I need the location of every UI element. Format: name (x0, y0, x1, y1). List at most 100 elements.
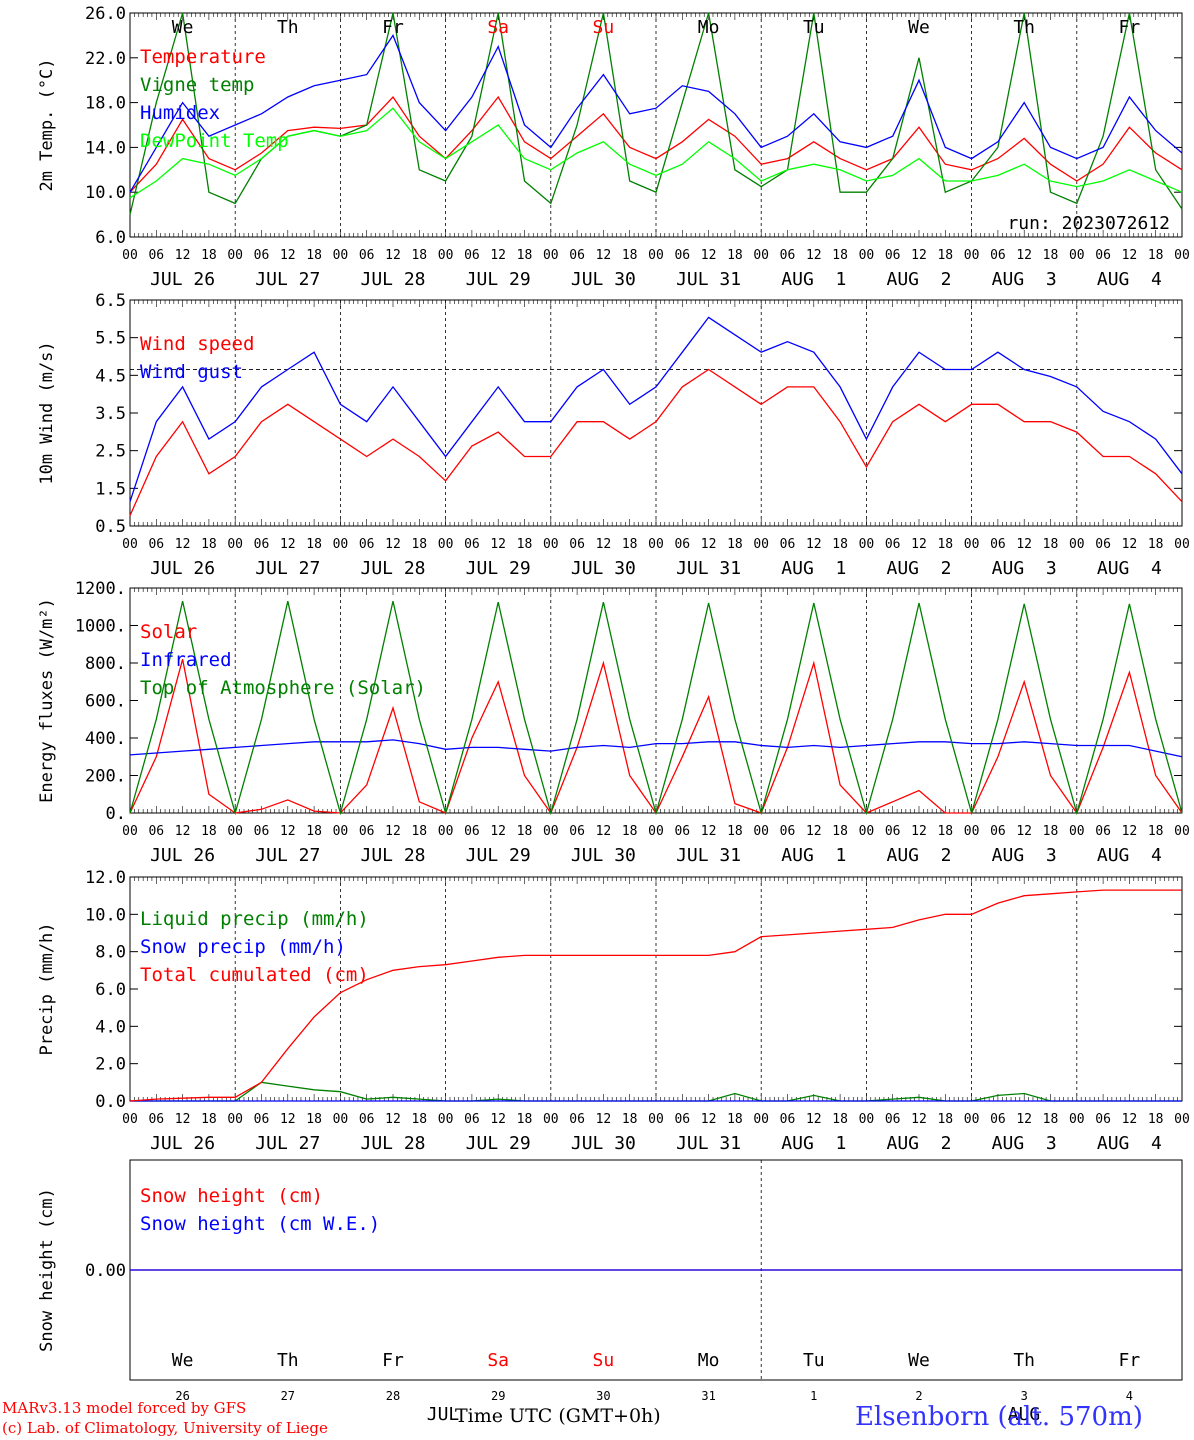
panel-1: 26.0 22.0 18.0 14.0 10.0 6.0 2m Temp. (°C) Temp… (37, 4, 1190, 290)
x-date-label: JUL 28 (360, 1133, 425, 1154)
x-hour-label: 12 (490, 824, 506, 839)
x-date-label: JUL 30 (571, 845, 636, 866)
x-hour-label: 06 (464, 537, 480, 552)
x-hour-label: 00 (753, 248, 769, 263)
y-tick-label: 2.0 (95, 1055, 126, 1075)
x-date-label: AUG 4 (1097, 269, 1162, 290)
x-date-label: JUL 28 (360, 558, 425, 579)
day-of-week-label: Tu (803, 17, 825, 38)
series-line-1 (129, 95, 1183, 193)
series-line-2 (129, 739, 1183, 758)
y-tick-label: 1200. (75, 579, 126, 599)
day-number-label: 3 (1021, 1389, 1028, 1403)
x-hour-label: 18 (1148, 248, 1164, 263)
x-hour-label: 18 (622, 824, 638, 839)
x-hour-label: 12 (1016, 1112, 1032, 1127)
x-hour-label: 00 (227, 1112, 243, 1127)
x-hour-label: 12 (1122, 537, 1138, 552)
x-date-label: JUL 31 (676, 1133, 741, 1154)
x-hour-label: 12 (701, 248, 717, 263)
x-hour-label: 06 (464, 248, 480, 263)
x-hour-label: 00 (122, 824, 138, 839)
x-hour-label: 18 (517, 1112, 533, 1127)
legend-entry: Wind speed (140, 333, 254, 355)
x-hour-label: 06 (780, 824, 796, 839)
legend-entry: Snow height (cm W.E.) (140, 1213, 380, 1235)
y-tick-label: 22.0 (85, 49, 126, 69)
day-of-week-label: Th (277, 1350, 299, 1371)
x-date-label: JUL 27 (255, 1133, 320, 1154)
x-date-label: JUL 27 (255, 558, 320, 579)
y-tick-label: 800. (85, 654, 126, 674)
x-hour-label: 18 (1043, 248, 1059, 263)
x-hour-label: 12 (1122, 824, 1138, 839)
x-hour-label: 12 (911, 1112, 927, 1127)
x-hour-label: 18 (411, 1112, 427, 1127)
legend-entry: Total cumulated (cm) (140, 964, 369, 986)
y-tick-label: 0.00 (85, 1261, 126, 1281)
x-hour-label: 00 (438, 537, 454, 552)
x-date-label: JUL 26 (150, 558, 215, 579)
y-tick-label: 1000. (75, 617, 126, 637)
day-of-week-label: We (908, 17, 930, 38)
lab-credit: (c) Lab. of Climatology, University of L… (2, 1419, 328, 1437)
day-of-week-label: Fr (1119, 17, 1141, 38)
x-hour-label: 18 (937, 1112, 953, 1127)
x-hour-label: 06 (885, 248, 901, 263)
x-hour-label: 12 (385, 824, 401, 839)
legend-entry: Solar (140, 621, 197, 643)
y-axis-label: 10m Wind (m/s) (37, 341, 57, 484)
x-hour-label: 00 (1069, 248, 1085, 263)
x-hour-label: 12 (911, 537, 927, 552)
x-hour-label: 18 (937, 824, 953, 839)
x-hour-label: 00 (964, 248, 980, 263)
y-axis-label: Snow height (cm) (37, 1188, 57, 1352)
series-line-3 (129, 600, 1183, 816)
x-hour-label: 06 (990, 824, 1006, 839)
x-hour-label: 00 (227, 248, 243, 263)
x-hour-label: 12 (175, 248, 191, 263)
x-hour-label: 06 (1095, 248, 1111, 263)
x-hour-label: 12 (490, 248, 506, 263)
x-hour-label: 12 (490, 1112, 506, 1127)
x-hour-label: 12 (175, 824, 191, 839)
x-hour-label: 12 (596, 537, 612, 552)
x-date-label: AUG 4 (1097, 1133, 1162, 1154)
day-of-week-label: Th (1013, 1350, 1035, 1371)
x-hour-label: 00 (859, 1112, 875, 1127)
x-hour-label: 18 (1148, 1112, 1164, 1127)
x-hour-label: 06 (780, 1112, 796, 1127)
panel-5: 0.00 Snow height (cm) Snow height (cm) Snow… (37, 1159, 1183, 1425)
day-of-week-label: Th (277, 17, 299, 38)
x-hour-label: 12 (175, 537, 191, 552)
day-number-label: 31 (701, 1389, 715, 1403)
x-date-label: JUL 29 (466, 845, 531, 866)
x-hour-label: 06 (359, 537, 375, 552)
legend-entry: Humidex (140, 102, 220, 124)
x-hour-label: 18 (517, 824, 533, 839)
legend-entry: Top of Atmosphere (Solar) (140, 677, 426, 699)
x-hour-label: 00 (859, 824, 875, 839)
y-tick-label: 6.0 (95, 228, 126, 248)
x-hour-label: 06 (885, 824, 901, 839)
x-hour-label: 00 (753, 1112, 769, 1127)
legend-entry: Liquid precip (mm/h) (140, 908, 369, 930)
y-tick-label: 6.5 (95, 291, 126, 311)
x-hour-label: 06 (254, 248, 270, 263)
x-hour-label: 12 (806, 824, 822, 839)
x-hour-label: 18 (622, 248, 638, 263)
series-line-1 (129, 368, 1183, 516)
x-hour-label: 18 (832, 248, 848, 263)
x-date-label: AUG 2 (886, 558, 951, 579)
x-date-label: JUL 31 (676, 558, 741, 579)
x-hour-label: 00 (648, 1112, 664, 1127)
x-hour-label: 06 (674, 537, 690, 552)
x-hour-label: 12 (1122, 248, 1138, 263)
x-hour-label: 00 (648, 537, 664, 552)
x-hour-label: 00 (438, 1112, 454, 1127)
x-hour-label: 18 (832, 1112, 848, 1127)
x-date-label: JUL 26 (150, 269, 215, 290)
y-tick-label: 14.0 (85, 138, 126, 158)
x-hour-label: 18 (622, 1112, 638, 1127)
x-hour-label: 18 (727, 824, 743, 839)
